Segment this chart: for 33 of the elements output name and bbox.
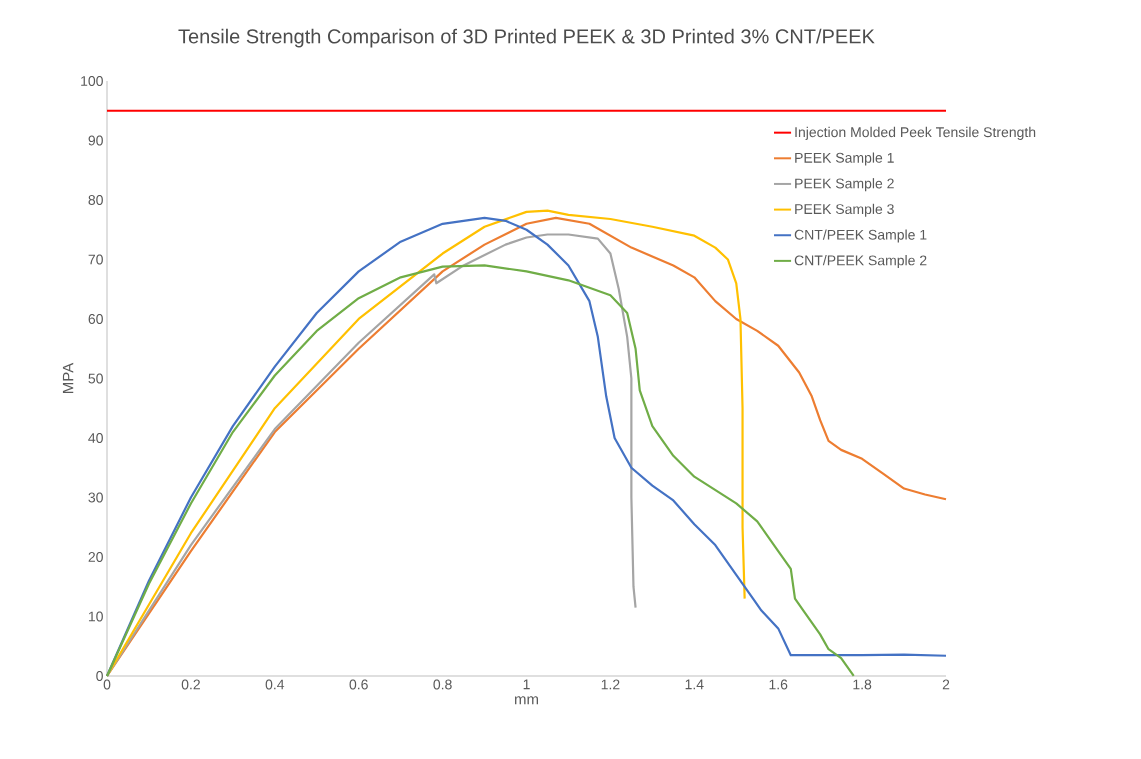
x-tick-label: 1.8 bbox=[853, 679, 872, 690]
x-tick-label: 0 bbox=[103, 679, 111, 690]
line-series bbox=[105, 264, 855, 678]
y-tick-label: 40 bbox=[88, 433, 103, 443]
x-tick-label: 1.4 bbox=[685, 679, 704, 690]
x-tick-label: 1.2 bbox=[601, 679, 620, 690]
legend-label: CNT/PEEK Sample 2 bbox=[794, 255, 927, 269]
x-tick-label: 0.8 bbox=[433, 679, 452, 690]
y-tick-label: 70 bbox=[88, 254, 103, 265]
chart-title: Tensile Strength Comparison of 3D Printed PEEK & 3D Printed 3% CNT/PEEK bbox=[178, 28, 875, 48]
y-tick-label: 10 bbox=[88, 611, 103, 622]
y-tick-label: 20 bbox=[88, 552, 103, 562]
x-tick-label: 0.4 bbox=[265, 679, 285, 690]
y-tick-label: 100 bbox=[81, 76, 103, 86]
y-axis-title: MPA bbox=[62, 362, 74, 393]
x-axis-title: mm bbox=[515, 696, 538, 705]
y-tick-label: 90 bbox=[88, 135, 103, 146]
y-tick-label: 50 bbox=[88, 373, 103, 384]
x-tick-label: 0.2 bbox=[181, 679, 200, 690]
legend-label: PEEK Sample 3 bbox=[795, 203, 894, 217]
legend-label: PEEK Sample 2 bbox=[795, 178, 894, 192]
y-tick-label: 60 bbox=[88, 314, 103, 324]
legend-label: Injection Molded Peek Tensile Strength bbox=[795, 126, 1036, 140]
line-series bbox=[105, 209, 746, 678]
legend-label: PEEK Sample 1 bbox=[795, 152, 894, 166]
legend-label: CNT/PEEK Sample 1 bbox=[794, 229, 927, 243]
x-tick-label: 2 bbox=[942, 679, 950, 690]
y-tick-label: 30 bbox=[88, 492, 103, 503]
x-tick-label: 1.6 bbox=[769, 679, 788, 690]
y-tick-label: 0 bbox=[96, 671, 103, 681]
x-tick-label: 0.6 bbox=[349, 679, 368, 690]
y-tick-label: 80 bbox=[88, 195, 103, 205]
x-tick-label: 1 bbox=[523, 679, 530, 690]
